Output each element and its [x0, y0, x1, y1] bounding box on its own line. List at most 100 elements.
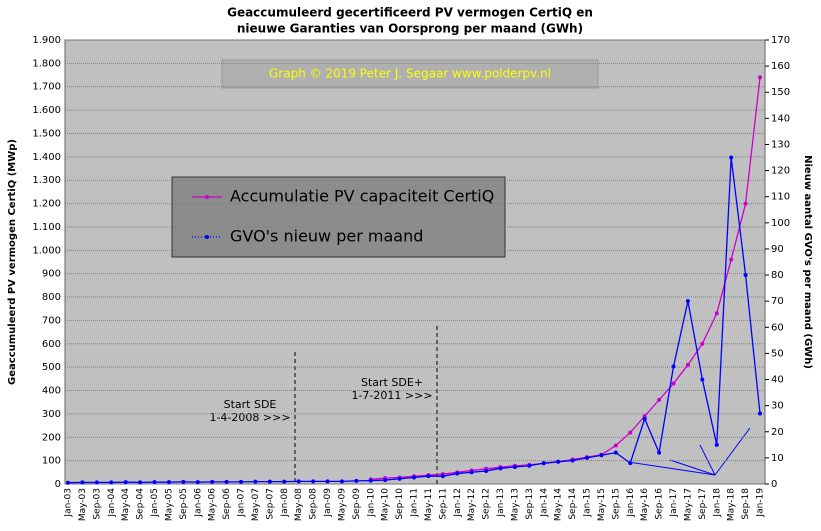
x-tick-label: Sep-09	[352, 488, 362, 520]
data-point	[195, 480, 200, 485]
x-tick-label: Sep-12	[482, 488, 492, 520]
y2-tick-label: 140	[771, 113, 790, 124]
y2-tick-label: 160	[771, 61, 790, 72]
x-tick-label: Sep-14	[568, 488, 578, 520]
legend-label: GVO's nieuw per maand	[230, 227, 423, 246]
x-tick-label: Sep-15	[611, 488, 621, 520]
y2-axis-title: Nieuw aantal GVO's per maand (GWh)	[802, 155, 813, 369]
data-point	[700, 377, 705, 382]
x-tick-label: Jan-09	[323, 488, 333, 518]
arrows	[627, 427, 751, 476]
y-tick-label: 500	[42, 362, 61, 373]
y2-tick-label: 100	[771, 218, 790, 229]
data-point	[123, 480, 128, 485]
y-tick-label: 1.800	[32, 58, 61, 69]
x-tick-label: May-17	[683, 488, 693, 521]
data-point	[599, 453, 604, 458]
data-point	[66, 480, 70, 485]
annotation: 1-7-2011 >>>	[351, 389, 432, 402]
y2-tick-label: 30	[771, 401, 784, 412]
data-point	[166, 480, 171, 485]
x-tick-label: Sep-03	[92, 488, 102, 520]
plot-area	[64, 39, 766, 485]
data-point	[253, 479, 258, 484]
data-point	[527, 463, 532, 468]
data-point	[585, 455, 589, 460]
y-tick-label: 200	[42, 432, 61, 443]
x-tick-label: Sep-18	[741, 488, 751, 520]
x-tick-label: May-03	[78, 488, 88, 521]
data-point	[700, 341, 705, 346]
chart-title: Geaccumuleerd gecertificeerd PV vermogen…	[227, 6, 593, 20]
data-point	[469, 470, 474, 475]
x-tick-label: Jan-12	[453, 488, 463, 518]
data-point	[642, 416, 647, 421]
x-tick-label: Jan-16	[626, 488, 636, 518]
y-tick-label: 900	[42, 269, 61, 280]
y-tick-label: 800	[42, 292, 61, 303]
y2-tick-label: 70	[771, 296, 784, 307]
data-point	[210, 479, 215, 484]
x-tick-label: May-16	[640, 488, 650, 521]
x-tick-label: Sep-05	[179, 488, 189, 520]
x-tick-label: Sep-17	[698, 488, 708, 520]
y2-tick-label: 90	[771, 244, 784, 255]
x-tick-label: May-06	[208, 488, 218, 521]
y2-tick-label: 80	[771, 270, 784, 281]
data-point	[484, 468, 489, 473]
data-point	[758, 75, 762, 80]
y-tick-label: 1.000	[32, 245, 61, 256]
x-tick-label: May-09	[337, 488, 347, 521]
watermark-box	[221, 59, 599, 89]
x-tick-label: May-04	[121, 488, 131, 521]
x-tick-label: May-10	[381, 488, 391, 521]
data-point	[239, 479, 243, 484]
x-tick-label: Sep-10	[395, 488, 405, 520]
y-tick-label: 1.900	[32, 35, 61, 46]
watermark: Graph © 2019 Peter J. Segaar www.polderp…	[269, 67, 551, 81]
y-tick-label: 0	[55, 479, 61, 490]
data-point	[743, 273, 748, 278]
x-tick-label: Jan-11	[410, 488, 420, 518]
x-tick-label: Sep-13	[525, 488, 535, 520]
data-point	[267, 479, 272, 484]
y2-tick-label: 110	[771, 192, 790, 203]
y2-tick-label: 50	[771, 348, 784, 359]
data-point	[455, 471, 460, 476]
x-tick-label: Jan-15	[583, 488, 593, 518]
legend-label: Accumulatie PV capaciteit CertiQ	[230, 187, 494, 206]
data-point	[181, 479, 186, 484]
x-tick-label: Jan-05	[150, 488, 160, 518]
annotation: Start SDE	[224, 398, 277, 411]
x-tick-label: Sep-04	[136, 488, 146, 520]
data-point	[758, 411, 762, 416]
data-point	[685, 299, 690, 304]
legend	[171, 176, 506, 258]
data-point	[613, 450, 618, 455]
x-tick-label: Jan-13	[496, 488, 506, 518]
annotation: Start SDE+	[361, 376, 423, 389]
x-tick-label: Sep-07	[265, 488, 275, 520]
x-tick-label: Jan-17	[669, 488, 679, 518]
x-tick-label: Sep-11	[438, 488, 448, 520]
data-point	[325, 479, 330, 484]
y-tick-label: 600	[42, 339, 61, 350]
x-tick-label: May-05	[164, 488, 174, 521]
chart-subtitle: nieuwe Garanties van Oorsprong per maand…	[237, 22, 583, 36]
data-point	[282, 479, 287, 484]
y-tick-label: 1.100	[32, 222, 61, 233]
x-tick-label: Sep-16	[655, 488, 665, 520]
x-tick-label: May-14	[554, 488, 564, 521]
data-point	[729, 155, 734, 160]
data-point	[657, 397, 662, 402]
data-point	[714, 311, 719, 316]
data-point	[613, 443, 618, 448]
data-point	[138, 480, 143, 485]
y-axis-title: Geaccumuleerd PV vermogen CertiQ (MWp)	[7, 139, 18, 385]
y2-tick-label: 0	[771, 479, 777, 490]
x-tick-label: May-18	[727, 488, 737, 521]
y-tick-label: 1.600	[32, 105, 61, 116]
x-tick-label: May-11	[424, 488, 434, 521]
data-point	[657, 450, 662, 455]
data-point	[498, 466, 503, 471]
